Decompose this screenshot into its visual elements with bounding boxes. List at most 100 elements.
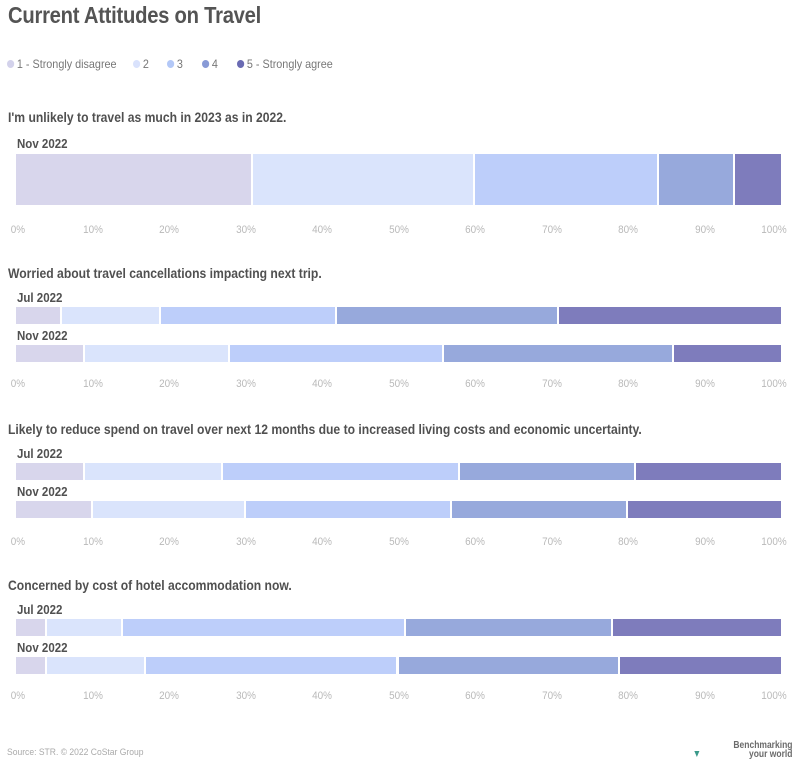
x-tick-label: 80% bbox=[618, 536, 638, 548]
panel-question-title: I'm unlikely to travel as much in 2023 a… bbox=[8, 110, 287, 125]
legend-label: 1 - Strongly disagree bbox=[16, 57, 117, 71]
bar-segment-1[interactable] bbox=[16, 501, 93, 518]
x-tick-label: 40% bbox=[312, 224, 332, 236]
bar-segment-1[interactable] bbox=[16, 657, 47, 674]
x-tick-label: 80% bbox=[618, 378, 638, 390]
x-tick-label: 60% bbox=[465, 690, 485, 702]
stacked-bar bbox=[16, 307, 781, 324]
row-label: Jul 2022 bbox=[17, 603, 63, 617]
legend-item-2[interactable]: 2 bbox=[132, 57, 149, 71]
x-tick-label: 80% bbox=[618, 690, 638, 702]
bar-segment-5[interactable] bbox=[620, 657, 781, 674]
legend-dot-icon bbox=[236, 60, 244, 68]
bar-segment-2[interactable] bbox=[253, 154, 475, 205]
x-tick-label: 50% bbox=[388, 690, 409, 702]
bar-segment-5[interactable] bbox=[628, 501, 781, 518]
bar-segment-4[interactable] bbox=[452, 501, 628, 518]
x-tick-label: 100% bbox=[761, 536, 787, 548]
legend-item-3[interactable]: 3 bbox=[167, 57, 183, 71]
legend-item-1[interactable]: 1 - Strongly disagree bbox=[7, 57, 117, 71]
stacked-bar bbox=[16, 501, 781, 518]
bar-segment-5[interactable] bbox=[635, 463, 781, 480]
x-tick-label: 40% bbox=[312, 536, 332, 548]
x-tick-label: 50% bbox=[388, 536, 409, 548]
x-tick-label: 100% bbox=[761, 690, 787, 702]
bar-segment-4[interactable] bbox=[406, 619, 613, 636]
x-tick-label: 0% bbox=[10, 690, 26, 702]
bar-segment-1[interactable] bbox=[16, 345, 85, 362]
x-tick-label: 70% bbox=[541, 378, 562, 390]
x-tick-label: 10% bbox=[82, 378, 103, 390]
bar-segment-3[interactable] bbox=[475, 154, 659, 205]
panel-question-title: Likely to reduce spend on travel over ne… bbox=[8, 422, 642, 437]
brand-line-2: your world bbox=[748, 749, 792, 760]
x-tick-label: 20% bbox=[159, 378, 179, 390]
x-tick-label: 40% bbox=[312, 690, 332, 702]
brand-logo: Benchmarking your world bbox=[693, 740, 792, 760]
x-tick-label: 20% bbox=[159, 224, 179, 236]
x-tick-label: 90% bbox=[694, 224, 715, 236]
bar-segment-1[interactable] bbox=[16, 463, 85, 480]
x-tick-label: 90% bbox=[694, 690, 715, 702]
x-tick-label: 60% bbox=[465, 224, 485, 236]
row-label: Nov 2022 bbox=[17, 137, 68, 151]
bar-segment-3[interactable] bbox=[245, 501, 453, 518]
x-tick-label: 0% bbox=[10, 536, 26, 548]
x-tick-label: 50% bbox=[388, 224, 409, 236]
bar-segment-2[interactable] bbox=[92, 501, 246, 518]
x-tick-label: 70% bbox=[541, 690, 562, 702]
bar-segment-2[interactable] bbox=[46, 657, 147, 674]
x-tick-label: 60% bbox=[465, 536, 485, 548]
bar-segment-3[interactable] bbox=[161, 307, 338, 324]
bar-segment-4[interactable] bbox=[459, 463, 636, 480]
bar-segment-1[interactable] bbox=[16, 619, 47, 636]
x-tick-label: 30% bbox=[235, 690, 256, 702]
x-tick-label: 80% bbox=[618, 224, 638, 236]
legend-item-4[interactable]: 4 bbox=[202, 57, 218, 71]
bar-segment-4[interactable] bbox=[444, 345, 674, 362]
x-axis: 0% 10% 20% 30% 40% 50% 60% 70% 80% 90% 100% bbox=[0, 690, 800, 704]
row-label: Nov 2022 bbox=[17, 485, 68, 499]
bar-segment-5[interactable] bbox=[612, 619, 781, 636]
bar-segment-3[interactable] bbox=[123, 619, 407, 636]
stacked-bar bbox=[16, 619, 781, 636]
x-tick-label: 20% bbox=[159, 536, 179, 548]
x-tick-label: 30% bbox=[235, 224, 256, 236]
x-tick-label: 0% bbox=[10, 378, 26, 390]
bar-segment-1[interactable] bbox=[16, 307, 62, 324]
stacked-bar bbox=[16, 657, 781, 674]
x-tick-label: 100% bbox=[761, 378, 787, 390]
legend-label: 4 bbox=[212, 57, 219, 71]
bar-segment-3[interactable] bbox=[146, 657, 399, 674]
source-note: Source: STR. © 2022 CoStar Group bbox=[7, 747, 144, 758]
bar-segment-2[interactable] bbox=[61, 307, 162, 324]
x-tick-label: 70% bbox=[541, 536, 562, 548]
x-tick-label: 10% bbox=[82, 224, 103, 236]
brand-line-1: Benchmarking bbox=[732, 740, 792, 751]
bar-segment-3[interactable] bbox=[230, 345, 445, 362]
bar-segment-2[interactable] bbox=[84, 463, 223, 480]
x-tick-label: 10% bbox=[82, 536, 103, 548]
x-tick-label: 0% bbox=[10, 224, 26, 236]
stacked-bar bbox=[16, 345, 781, 362]
row-label: Jul 2022 bbox=[17, 291, 63, 305]
bar-segment-2[interactable] bbox=[46, 619, 124, 636]
legend-label: 2 bbox=[142, 57, 149, 71]
x-tick-label: 70% bbox=[541, 224, 562, 236]
bar-segment-2[interactable] bbox=[84, 345, 231, 362]
chart-title: Current Attitudes on Travel bbox=[8, 2, 262, 28]
bar-segment-4[interactable] bbox=[337, 307, 560, 324]
x-tick-label: 30% bbox=[235, 378, 256, 390]
bar-segment-5[interactable] bbox=[735, 154, 781, 205]
legend: 1 - Strongly disagree 2 3 4 5 - Strongly… bbox=[7, 57, 360, 71]
row-label: Jul 2022 bbox=[17, 447, 63, 461]
legend-item-5[interactable]: 5 - Strongly agree bbox=[236, 57, 333, 71]
bar-segment-3[interactable] bbox=[222, 463, 460, 480]
bar-segment-1[interactable] bbox=[16, 154, 254, 205]
bar-segment-4[interactable] bbox=[658, 154, 736, 205]
x-tick-label: 90% bbox=[694, 536, 715, 548]
bar-segment-5[interactable] bbox=[559, 307, 781, 324]
bar-segment-4[interactable] bbox=[398, 657, 621, 674]
legend-dot-icon bbox=[167, 60, 175, 68]
bar-segment-5[interactable] bbox=[673, 345, 781, 362]
